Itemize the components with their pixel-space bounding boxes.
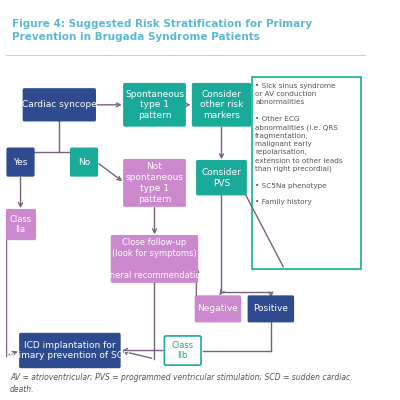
FancyBboxPatch shape: [111, 235, 198, 283]
Text: ICD implantation for
primary prevention of SCD: ICD implantation for primary prevention …: [10, 341, 130, 360]
Text: Negative: Negative: [198, 304, 238, 313]
FancyBboxPatch shape: [123, 83, 186, 127]
Text: Class
IIb: Class IIb: [172, 341, 194, 360]
Text: Cardiac syncope: Cardiac syncope: [22, 100, 97, 109]
FancyBboxPatch shape: [248, 295, 294, 322]
FancyBboxPatch shape: [19, 333, 121, 368]
Text: Spontaneous
type 1
pattern: Spontaneous type 1 pattern: [125, 90, 184, 120]
FancyBboxPatch shape: [6, 148, 35, 177]
FancyBboxPatch shape: [23, 88, 96, 122]
Text: Figure 4: Suggested Risk Stratification for Primary: Figure 4: Suggested Risk Stratification …: [12, 20, 312, 30]
FancyBboxPatch shape: [192, 83, 251, 127]
Text: Consider
other risk
markers: Consider other risk markers: [200, 90, 243, 120]
Text: Positive: Positive: [253, 304, 288, 313]
Text: No: No: [78, 158, 90, 166]
Text: AV = atrioventricular; PVS = programmed ventricular stimulation; SCD = sudden ca: AV = atrioventricular; PVS = programmed …: [10, 374, 350, 394]
FancyBboxPatch shape: [252, 77, 361, 269]
Text: Consider
PVS: Consider PVS: [202, 168, 242, 188]
FancyBboxPatch shape: [5, 209, 36, 240]
Text: Not
spontaneous
type 1
pattern: Not spontaneous type 1 pattern: [126, 162, 184, 204]
Text: Prevention in Brugada Syndrome Patients: Prevention in Brugada Syndrome Patients: [12, 32, 260, 42]
FancyBboxPatch shape: [195, 295, 241, 322]
Text: Close follow-up
(look for symptoms)

General recommendations: Close follow-up (look for symptoms) Gene…: [98, 238, 211, 280]
Text: • Sick sinus syndrome
or AV conduction
abnormalities

• Other ECG
abnormalities : • Sick sinus syndrome or AV conduction a…: [255, 83, 343, 206]
FancyBboxPatch shape: [164, 336, 201, 365]
FancyBboxPatch shape: [196, 160, 247, 195]
FancyBboxPatch shape: [70, 148, 98, 177]
Text: Class
IIa: Class IIa: [10, 215, 32, 234]
FancyBboxPatch shape: [123, 159, 186, 207]
Text: Yes: Yes: [13, 158, 28, 166]
